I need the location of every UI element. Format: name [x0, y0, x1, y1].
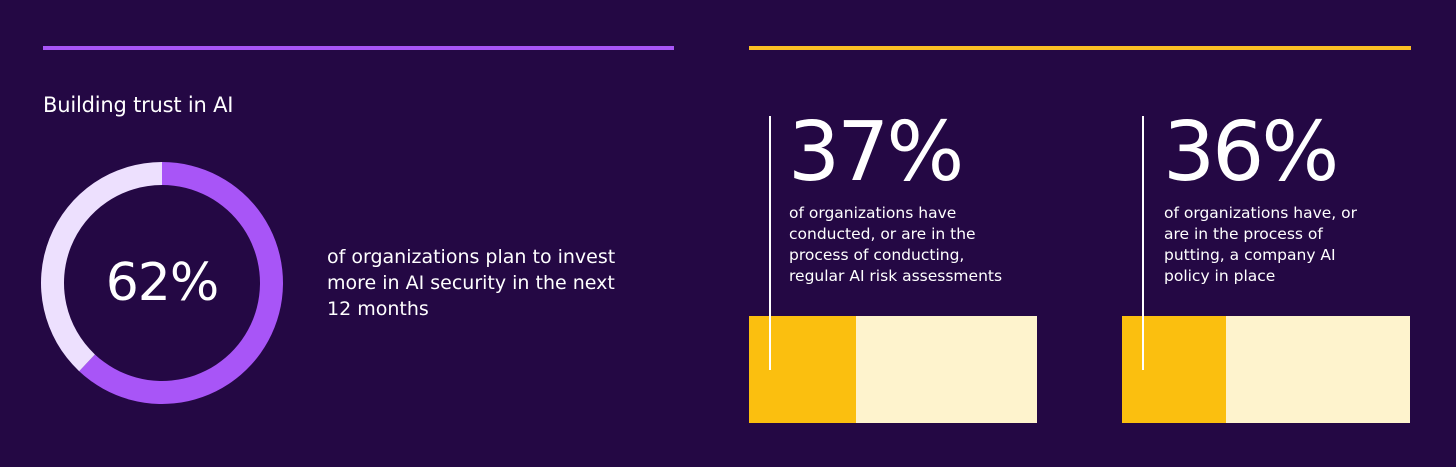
stat-1-description: of organizations have conducted, or are … — [789, 204, 1003, 285]
stat-2-description: of organizations have, or are in the pro… — [1164, 204, 1357, 285]
stat-1-line-overlay — [769, 116, 771, 370]
stat-1-bar-track — [749, 316, 1037, 423]
stat-2-line — [1142, 116, 1144, 370]
donut-chart — [41, 162, 283, 404]
purple-divider — [43, 46, 674, 50]
stat-2-bar-fill — [1122, 316, 1226, 423]
section-title: Building trust in AI — [43, 93, 234, 117]
donut-caption: of organizations plan to invest more in … — [327, 246, 616, 320]
stat-2-bar-track — [1122, 316, 1410, 423]
stat-1-value: 37% — [788, 105, 964, 200]
donut-segment-remainder — [41, 162, 162, 372]
yellow-divider — [749, 46, 1411, 50]
donut-value-label: 62% — [105, 253, 220, 313]
stat-1-bar-fill — [749, 316, 856, 423]
donut-segment-invest — [79, 162, 283, 404]
stat-2-value: 36% — [1163, 105, 1339, 200]
